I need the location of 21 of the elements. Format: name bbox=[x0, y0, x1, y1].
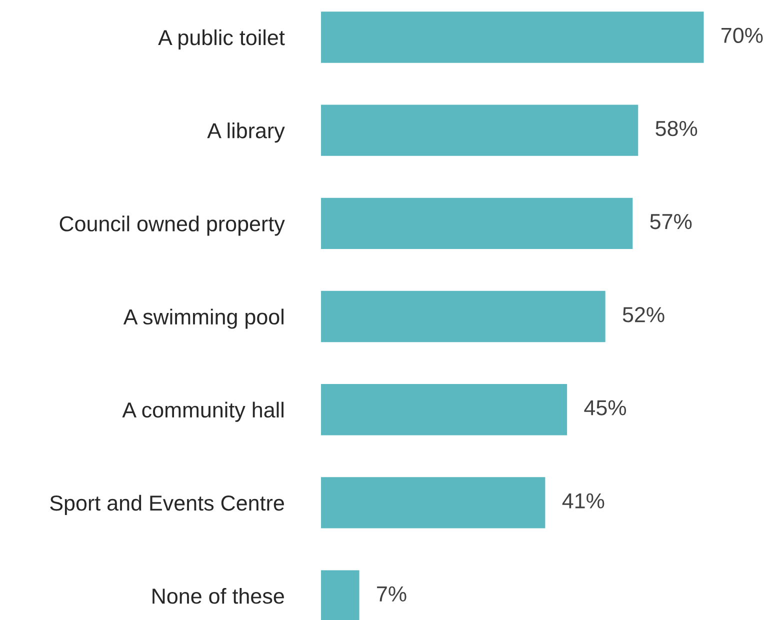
bar bbox=[321, 12, 704, 63]
data-label: 57% bbox=[650, 214, 692, 230]
bar bbox=[321, 290, 606, 342]
bar bbox=[321, 198, 633, 250]
data-label: 45% bbox=[584, 400, 626, 416]
y-tick-label: None of these bbox=[152, 588, 284, 604]
y-tick-label: Council owned property bbox=[60, 216, 285, 236]
bar bbox=[321, 477, 546, 528]
bar bbox=[321, 570, 360, 620]
bar bbox=[321, 104, 638, 156]
data-label: 52% bbox=[622, 307, 664, 322]
y-tick-label: Sport and Events Centre bbox=[50, 494, 284, 515]
y-tick-label: A community hall bbox=[122, 402, 284, 422]
data-label: 7% bbox=[377, 586, 406, 602]
bar bbox=[321, 384, 568, 436]
data-label: 70% bbox=[722, 28, 763, 44]
y-tick-label: A swimming pool bbox=[123, 308, 284, 329]
data-label: 58% bbox=[656, 120, 698, 136]
y-tick-label: A public toilet bbox=[158, 29, 285, 50]
data-label: 41% bbox=[562, 493, 604, 508]
y-tick-label: A library bbox=[207, 122, 285, 143]
